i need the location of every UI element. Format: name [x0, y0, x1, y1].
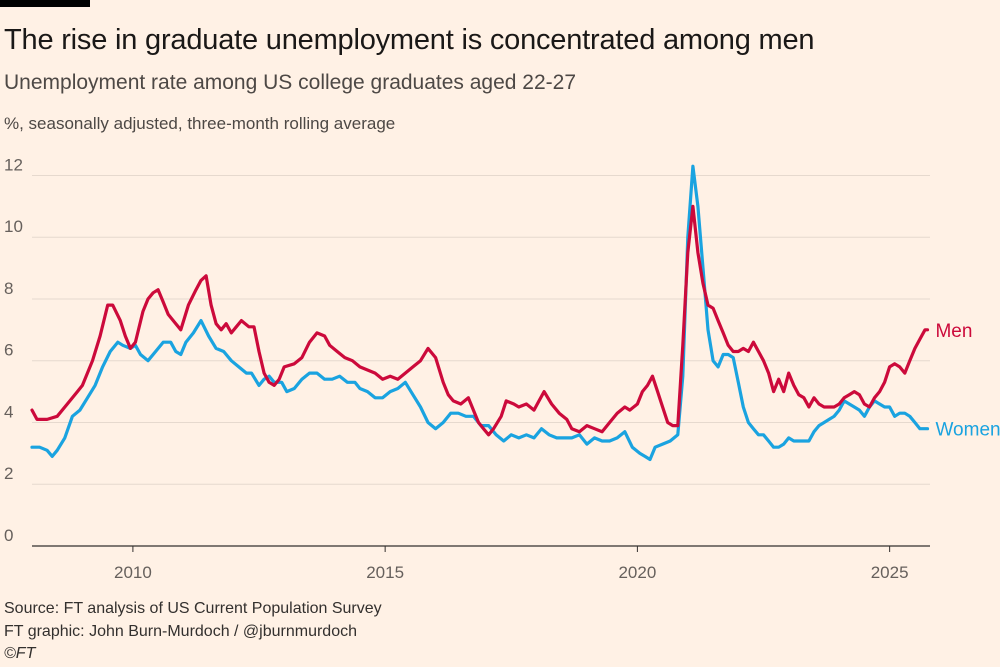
- y-tick-label: 0: [4, 526, 13, 545]
- x-tick-label: 2010: [114, 563, 152, 582]
- ft-brand-bar: [0, 0, 90, 7]
- x-tick-label: 2020: [618, 563, 656, 582]
- axes: 0 2 4 6 8 10 12 2010 2015 2020 2025: [4, 155, 930, 582]
- source-note: Source: FT analysis of US Current Popula…: [4, 600, 382, 617]
- y-tick-label: 4: [4, 402, 13, 421]
- y-axis-unit-note: %, seasonally adjusted, three-month roll…: [4, 114, 396, 133]
- y-tick-label: 12: [4, 155, 23, 174]
- series-line-women: [30, 164, 930, 462]
- gridlines: [32, 174, 930, 485]
- series-line-men: [30, 204, 930, 437]
- chart-subtitle: Unemployment rate among US college gradu…: [4, 71, 577, 94]
- series-lines: [30, 164, 930, 462]
- x-tick-label: 2025: [871, 563, 909, 582]
- chart-title: The rise in graduate unemployment is con…: [4, 24, 815, 56]
- series-label-men: Men: [935, 321, 972, 342]
- series-label-women: Women: [935, 420, 1000, 441]
- series-labels: Women Men: [935, 321, 1000, 441]
- y-tick-label: 2: [4, 464, 13, 483]
- y-tick-label: 8: [4, 279, 13, 298]
- copyright: ©FT: [4, 645, 36, 662]
- y-tick-label: 6: [4, 341, 13, 360]
- x-tick-label: 2015: [366, 563, 404, 582]
- y-tick-label: 10: [4, 217, 23, 236]
- graphic-credit: FT graphic: John Burn-Murdoch / @jburnmu…: [4, 623, 357, 640]
